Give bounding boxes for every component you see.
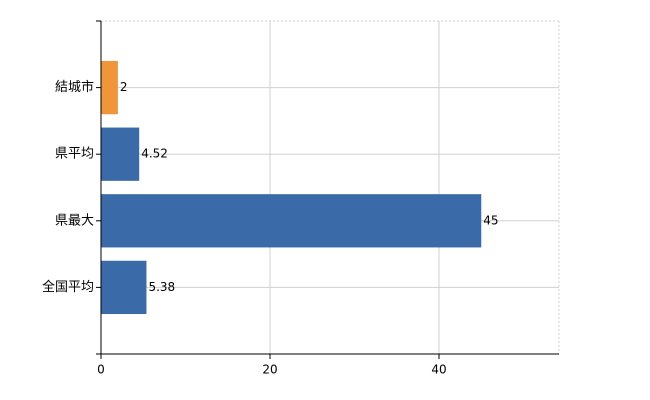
bar (101, 60, 118, 115)
x-tick-label: 0 (97, 363, 105, 377)
data-label: 5.38 (148, 280, 175, 294)
x-tick-label: 20 (262, 363, 277, 377)
y-tick-label: 全国平均 (42, 279, 94, 295)
data-label: 4.52 (141, 147, 168, 161)
data-label: 45 (483, 213, 498, 227)
y-tick-label: 県最大 (55, 213, 94, 228)
y-tick-label: 結城市 (55, 79, 94, 95)
bar (101, 127, 140, 181)
x-tick-label: 40 (431, 363, 446, 377)
data-label: 2 (120, 80, 128, 94)
bar (101, 194, 482, 248)
bar (101, 260, 147, 315)
y-tick-label: 県平均 (55, 147, 94, 162)
